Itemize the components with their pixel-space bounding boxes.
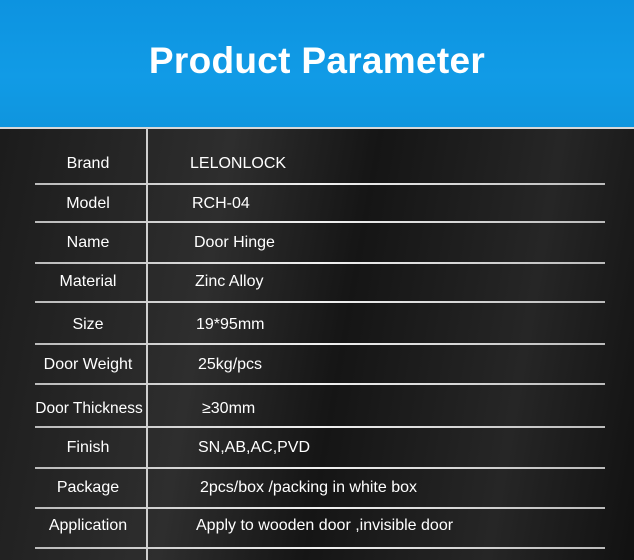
row-divider — [35, 426, 605, 428]
row-divider — [35, 183, 605, 185]
page-title: Product Parameter — [148, 40, 486, 81]
param-label: Material — [59, 273, 117, 290]
param-value: ≥30mm — [202, 400, 256, 417]
param-label: Door Thickness — [35, 400, 143, 417]
param-value: Apply to wooden door ,invisible door — [196, 517, 454, 534]
row-divider — [35, 383, 605, 385]
param-label: Brand — [66, 155, 110, 172]
row-divider — [35, 467, 605, 469]
row-divider — [35, 343, 605, 345]
param-value: LELONLOCK — [190, 155, 287, 172]
param-label: Size — [72, 316, 104, 333]
header-divider — [0, 127, 634, 129]
param-value: 19*95mm — [196, 316, 265, 333]
row-divider — [35, 262, 605, 264]
param-label: Finish — [66, 439, 110, 456]
param-label: Package — [56, 479, 120, 496]
row-divider — [35, 221, 605, 223]
param-value: RCH-04 — [192, 195, 250, 212]
row-divider — [35, 301, 605, 303]
param-value: 25kg/pcs — [198, 356, 263, 373]
param-label: Door Weight — [43, 356, 133, 373]
param-value: SN,AB,AC,PVD — [198, 439, 311, 456]
param-label: Application — [48, 517, 128, 534]
param-label: Name — [66, 234, 110, 251]
header-banner: Product Parameter — [0, 0, 634, 127]
row-divider — [35, 547, 605, 549]
row-divider — [35, 507, 605, 509]
param-value: Zinc Alloy — [195, 273, 264, 290]
param-value: 2pcs/box /packing in white box — [200, 479, 418, 496]
param-label: Model — [66, 195, 110, 212]
param-value: Door Hinge — [194, 234, 275, 251]
